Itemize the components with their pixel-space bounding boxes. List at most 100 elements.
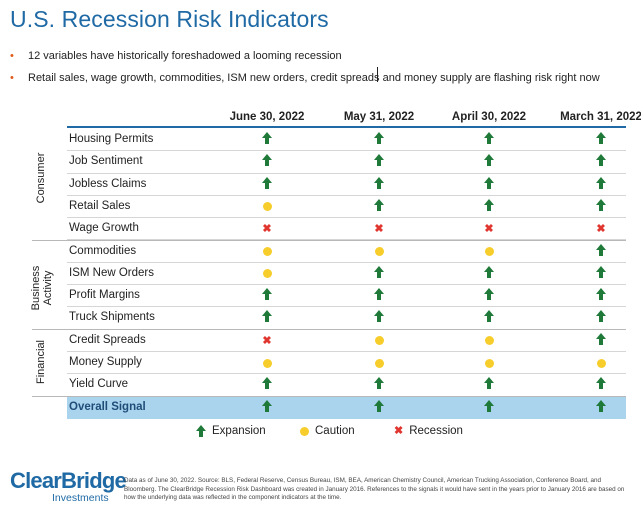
expansion-arrow-icon xyxy=(374,265,384,283)
signal-cell: ✖ xyxy=(217,222,317,236)
table-header: June 30, 2022 May 31, 2022 April 30, 202… xyxy=(67,106,626,128)
column-header: May 31, 2022 xyxy=(329,111,429,123)
signal-cell xyxy=(551,356,641,370)
row-label: Credit Spreads xyxy=(69,334,146,346)
expansion-arrow-icon xyxy=(374,309,384,327)
expansion-arrow-icon xyxy=(262,309,272,327)
table-row: Jobless Claims xyxy=(67,174,626,196)
signal-cell xyxy=(217,245,317,259)
row-label: Job Sentiment xyxy=(69,155,143,167)
bullet-item: • 12 variables have historically foresha… xyxy=(10,50,635,72)
signal-cell xyxy=(551,289,641,303)
signal-cell xyxy=(329,289,429,303)
row-label: Profit Margins xyxy=(69,289,140,301)
legend-label: Expansion xyxy=(212,425,266,437)
expansion-arrow-icon xyxy=(596,243,606,261)
row-label: ISM New Orders xyxy=(69,267,154,279)
row-label: Wage Growth xyxy=(69,222,139,234)
expansion-arrow-icon xyxy=(484,376,494,394)
expansion-arrow-icon xyxy=(262,176,272,194)
recession-x-icon: ✖ xyxy=(484,223,493,235)
logo-main-text: ClearBridge xyxy=(10,470,126,492)
signal-cell xyxy=(439,245,539,259)
table-row: Credit Spreads ✖ xyxy=(67,330,626,352)
signal-cell xyxy=(217,155,317,169)
signal-cell xyxy=(551,200,641,214)
signal-cell xyxy=(329,245,429,259)
group-separator xyxy=(32,329,626,330)
expansion-arrow-icon xyxy=(262,399,272,417)
expansion-arrow-icon xyxy=(596,309,606,327)
caution-dot-icon xyxy=(263,359,272,368)
signal-cell xyxy=(439,378,539,392)
signal-cell xyxy=(217,267,317,281)
expansion-arrow-icon xyxy=(484,265,494,283)
signal-cell xyxy=(439,200,539,214)
signal-cell xyxy=(551,311,641,325)
expansion-arrow-icon xyxy=(484,176,494,194)
signal-cell: ✖ xyxy=(551,222,641,236)
expansion-arrow-icon xyxy=(262,376,272,394)
signal-cell xyxy=(551,334,641,348)
signal-cell xyxy=(329,155,429,169)
expansion-arrow-icon xyxy=(374,131,384,149)
group-separator xyxy=(32,240,626,241)
signal-cell xyxy=(329,311,429,325)
signal-cell xyxy=(439,311,539,325)
expansion-arrow-icon xyxy=(262,131,272,149)
signal-cell xyxy=(329,356,429,370)
signal-cell xyxy=(439,289,539,303)
bullet-item: • Retail sales, wage growth, commodities… xyxy=(10,72,635,94)
expansion-arrow-icon xyxy=(484,287,494,305)
signal-cell xyxy=(217,133,317,147)
caution-dot-icon xyxy=(485,336,494,345)
legend-item-expansion: Expansion xyxy=(196,425,266,437)
legend: Expansion Caution ✖ Recession xyxy=(0,425,641,441)
table-row: Profit Margins xyxy=(67,285,626,307)
signal-cell xyxy=(439,133,539,147)
signal-cell: ✖ xyxy=(439,222,539,236)
text-cursor xyxy=(377,67,378,82)
signal-cell xyxy=(217,378,317,392)
expansion-arrow-icon xyxy=(596,176,606,194)
clearbridge-logo: ClearBridge Investments xyxy=(10,470,126,504)
expansion-arrow-icon xyxy=(374,399,384,417)
signal-cell: ✖ xyxy=(217,334,317,348)
caution-dot-icon xyxy=(485,359,494,368)
legend-item-caution: Caution xyxy=(300,425,355,437)
table-row: Wage Growth ✖ ✖ ✖ ✖ xyxy=(67,218,626,240)
signal-cell xyxy=(439,401,539,415)
row-label: Retail Sales xyxy=(69,200,130,212)
signal-cell xyxy=(439,267,539,281)
bullet-marker: • xyxy=(10,50,28,63)
signal-cell xyxy=(551,155,641,169)
recession-x-icon: ✖ xyxy=(394,425,403,437)
signal-cell xyxy=(217,311,317,325)
expansion-arrow-icon xyxy=(596,287,606,305)
expansion-arrow-icon xyxy=(484,309,494,327)
signal-cell xyxy=(329,378,429,392)
signal-cell xyxy=(329,334,429,348)
expansion-arrow-icon xyxy=(374,176,384,194)
caution-dot-icon xyxy=(375,247,384,256)
row-label: Housing Permits xyxy=(69,133,153,145)
group-label-financial: Financial xyxy=(35,327,47,397)
signal-cell xyxy=(551,133,641,147)
page-title: U.S. Recession Risk Indicators xyxy=(10,6,329,33)
caution-dot-icon xyxy=(485,247,494,256)
expansion-arrow-icon xyxy=(484,131,494,149)
bullet-marker: • xyxy=(10,72,28,85)
expansion-arrow-icon xyxy=(596,198,606,216)
logo-sub-text: Investments xyxy=(52,492,126,504)
signal-cell xyxy=(329,401,429,415)
bullet-text: Retail sales, wage growth, commodities, … xyxy=(28,72,600,85)
expansion-arrow-icon xyxy=(374,287,384,305)
recession-x-icon: ✖ xyxy=(262,335,271,347)
recession-x-icon: ✖ xyxy=(262,223,271,235)
signal-cell xyxy=(329,133,429,147)
signal-cell xyxy=(439,334,539,348)
caution-dot-icon xyxy=(300,427,309,436)
row-label: Truck Shipments xyxy=(69,311,155,323)
signal-cell xyxy=(551,378,641,392)
table-row: Housing Permits xyxy=(67,129,626,151)
